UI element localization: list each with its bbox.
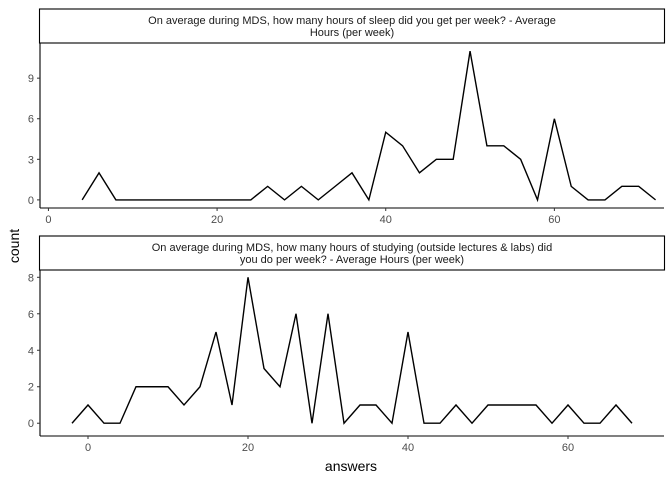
sleep-panel: On average during MDS, how many hours of… — [28, 8, 666, 226]
y-tick-label: 9 — [28, 73, 34, 85]
x-tick-label: 60 — [562, 442, 574, 454]
x-tick-label: 40 — [380, 214, 392, 226]
y-tick-label: 4 — [28, 345, 34, 357]
y-tick-label: 2 — [28, 382, 34, 394]
x-tick-label: 0 — [45, 214, 51, 226]
y-tick-label: 0 — [28, 195, 34, 207]
study-panel: On average during MDS, how many hours of… — [28, 235, 666, 454]
facet-title-line: Hours (per week) — [310, 27, 394, 39]
y-tick-label: 8 — [28, 272, 34, 284]
y-tick-label: 3 — [28, 154, 34, 166]
facet-title-line: On average during MDS, how many hours of… — [152, 242, 552, 254]
x-tick-label: 60 — [548, 214, 560, 226]
y-tick-label: 6 — [28, 309, 34, 321]
y-tick-label: 0 — [28, 418, 34, 430]
facet-title-line: On average during MDS, how many hours of… — [148, 15, 556, 27]
y-axis-title: count — [6, 229, 22, 263]
series-line — [81, 50, 657, 203]
x-tick-label: 20 — [211, 214, 223, 226]
y-tick-label: 6 — [28, 114, 34, 126]
facet-strip — [38, 235, 666, 271]
x-axis-title: answers — [325, 458, 377, 474]
series-line — [71, 277, 633, 425]
facet-strip — [38, 8, 666, 44]
x-tick-label: 0 — [85, 442, 91, 454]
x-tick-label: 20 — [242, 442, 254, 454]
x-tick-label: 40 — [402, 442, 414, 454]
facet-title-line: you do per week? - Average Hours (per we… — [240, 254, 464, 266]
